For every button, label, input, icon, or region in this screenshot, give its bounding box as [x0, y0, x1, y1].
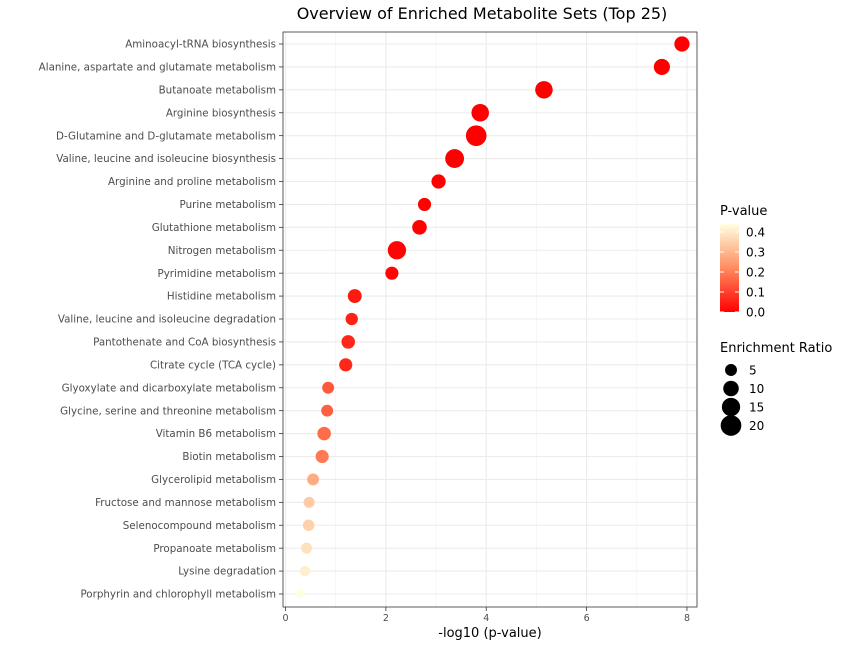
data-point	[385, 266, 399, 280]
color-legend-title: P-value	[720, 204, 767, 219]
data-point	[302, 519, 315, 531]
data-point	[339, 358, 353, 372]
size-legend-dot	[723, 380, 739, 397]
y-tick-label: Citrate cycle (TCA cycle)	[150, 359, 276, 371]
size-legend-label: 20	[749, 419, 764, 433]
size-legend-dot	[720, 415, 742, 436]
x-tick-label: 6	[584, 613, 590, 624]
data-point	[412, 220, 427, 235]
y-tick-label: Glyoxylate and dicarboxylate metabolism	[62, 382, 276, 394]
y-tick-label: Purine metabolism	[180, 199, 276, 211]
color-tick-label: 0.2	[746, 266, 765, 280]
data-point	[301, 542, 313, 554]
y-tick-label: Pyrimidine metabolism	[158, 268, 277, 280]
size-legend-title: Enrichment Ratio	[720, 341, 832, 356]
y-tick-label: Fructose and mannose metabolism	[95, 497, 276, 509]
y-tick-label: Arginine and proline metabolism	[108, 176, 276, 188]
data-point	[317, 426, 331, 441]
data-point	[299, 565, 311, 577]
data-point	[296, 589, 305, 599]
y-tick-label: Alanine, aspartate and glutamate metabol…	[39, 62, 276, 74]
size-legend: Enrichment Ratio 5 10 15 20	[720, 341, 832, 436]
size-legend-dot	[725, 364, 737, 376]
data-point	[417, 197, 432, 211]
y-axis-labels: Aminoacyl-tRNA biosynthesis Alanine, aspa…	[39, 39, 283, 601]
data-point	[471, 103, 489, 122]
color-bar	[720, 224, 739, 312]
color-tick-label: 0.0	[746, 306, 765, 320]
y-tick-label: Histidine metabolism	[167, 291, 276, 303]
y-tick-label: Pantothenate and CoA biosynthesis	[93, 337, 276, 349]
y-tick-label: Nitrogen metabolism	[168, 245, 276, 257]
data-point	[653, 58, 670, 75]
y-tick-label: Lysine degradation	[178, 566, 276, 578]
y-tick-label: Propanoate metabolism	[153, 543, 276, 555]
y-tick-label: Selenocompound metabolism	[123, 520, 276, 532]
y-tick-label: Valine, leucine and isoleucine biosynthe…	[56, 153, 276, 165]
y-tick-label: Porphyrin and chlorophyll metabolism	[80, 589, 276, 601]
y-tick-label: Biotin metabolism	[182, 451, 276, 463]
y-tick-label: Vitamin B6 metabolism	[156, 428, 276, 440]
y-tick-label: Arginine biosynthesis	[166, 107, 276, 119]
data-point	[307, 473, 320, 486]
x-tick-label: 8	[684, 613, 690, 624]
data-point	[347, 289, 362, 304]
x-tick-label: 4	[483, 613, 489, 624]
data-point	[535, 81, 553, 99]
x-tick-label: 2	[383, 613, 389, 624]
data-points	[296, 36, 690, 599]
size-legend-items: 5 10 15 20	[720, 364, 764, 436]
data-point	[303, 496, 315, 508]
y-tick-label: Butanoate metabolism	[159, 84, 276, 96]
data-point	[445, 149, 465, 168]
data-point	[674, 36, 690, 52]
size-legend-label: 5	[749, 364, 757, 378]
plot-border	[282, 31, 698, 608]
x-axis-ticks: 0 2 4 6 8	[282, 607, 690, 624]
color-tick-label: 0.3	[746, 246, 765, 260]
data-point	[387, 241, 407, 260]
color-tick-label: 0.1	[746, 286, 765, 300]
y-tick-label: Glutathione metabolism	[152, 222, 276, 234]
y-tick-label: Glycerolipid metabolism	[151, 474, 276, 486]
color-tick-label: 0.4	[746, 226, 765, 240]
x-axis-label: -log10 (p-value)	[438, 626, 541, 641]
data-point	[431, 174, 446, 189]
data-point	[341, 335, 355, 349]
y-tick-label: Valine, leucine and isoleucine degradati…	[58, 314, 276, 326]
data-point	[465, 125, 487, 146]
y-tick-label: Aminoacyl-tRNA biosynthesis	[125, 39, 276, 51]
size-legend-label: 15	[749, 401, 764, 415]
x-tick-label: 0	[282, 613, 288, 624]
color-legend: P-value 0.4 0.3 0.2 0.1 0.0	[720, 204, 767, 320]
data-point	[321, 404, 334, 417]
y-tick-label: D-Glutamine and D-glutamate metabolism	[56, 130, 276, 142]
data-point	[315, 449, 329, 464]
size-legend-label: 10	[749, 382, 764, 396]
data-point	[345, 312, 358, 326]
size-legend-dot	[721, 397, 741, 417]
color-legend-ticks: 0.4 0.3 0.2 0.1 0.0	[720, 226, 765, 320]
gridlines	[283, 32, 697, 607]
y-tick-label: Glycine, serine and threonine metabolism	[60, 405, 276, 417]
data-point	[322, 381, 335, 394]
chart-title: Overview of Enriched Metabolite Sets (To…	[297, 4, 668, 23]
